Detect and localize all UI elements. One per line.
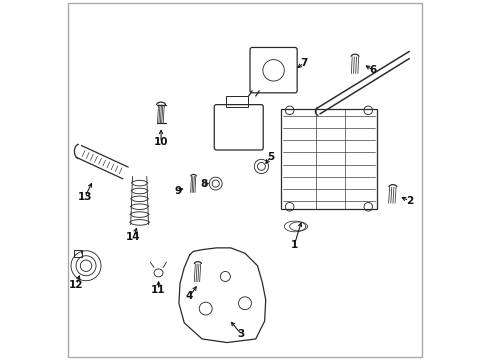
- Bar: [226, 96, 248, 107]
- Text: 8: 8: [200, 179, 208, 189]
- Text: 4: 4: [186, 291, 194, 301]
- Bar: [74, 249, 82, 257]
- Text: 10: 10: [154, 138, 168, 148]
- Text: 1: 1: [291, 240, 298, 250]
- Bar: [281, 109, 377, 208]
- Text: 2: 2: [406, 196, 413, 206]
- Text: 14: 14: [126, 232, 141, 242]
- Text: 9: 9: [174, 186, 182, 196]
- Text: 6: 6: [369, 65, 376, 75]
- Text: 5: 5: [267, 152, 274, 162]
- Text: 13: 13: [78, 192, 92, 202]
- Text: 3: 3: [238, 329, 245, 339]
- Text: 12: 12: [69, 280, 84, 290]
- Text: 11: 11: [151, 285, 166, 295]
- Text: 7: 7: [300, 58, 308, 68]
